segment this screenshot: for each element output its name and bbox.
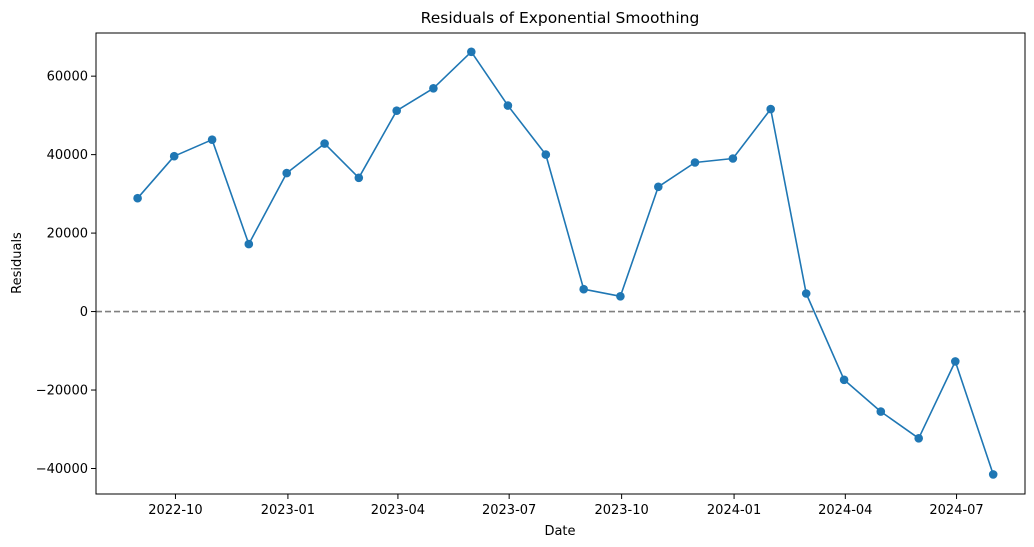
residuals-series-line [136,50,994,475]
data-point [728,154,738,163]
x-axis: 2022-10 2023-01 2023-04 2023-07 2023-10 2024-… [148,494,984,518]
x-tick-label: 2023-04 [371,503,425,518]
data-point [690,158,700,167]
x-axis-title: Date [544,524,575,539]
data-point [503,101,513,110]
x-tick-label: 2022-10 [148,503,202,518]
data-point [133,193,142,203]
data-point [876,407,886,416]
data-point [914,434,923,443]
data-point [354,173,364,183]
data-point [988,470,998,479]
y-tick-label: −40000 [36,462,88,477]
data-point [541,150,551,159]
data-point [616,292,625,301]
y-tick-label: 40000 [47,148,88,163]
y-tick-label: −20000 [36,384,88,399]
plot-area [96,47,1025,479]
data-point [801,289,811,298]
x-tick-label: 2023-07 [482,503,536,518]
y-tick-label: 20000 [47,227,88,242]
data-point [244,239,254,249]
y-tick-label: 0 [80,305,88,320]
data-point [579,284,588,294]
plot-frame [95,32,1026,495]
chart-title: Residuals of Exponential Smoothing [421,9,700,27]
y-axis: −40000 −20000 0 20000 40000 60000 [36,70,96,477]
data-point [207,135,217,144]
data-point [839,375,849,385]
data-point [320,139,329,148]
x-tick-label: 2023-01 [261,503,315,518]
y-tick-label: 60000 [47,70,88,85]
data-point [169,151,179,161]
data-point [429,84,438,93]
data-point [467,47,476,57]
data-point [282,168,292,178]
x-tick-label: 2024-07 [929,503,983,518]
data-point [392,106,402,115]
data-point [766,104,775,114]
data-point [654,182,663,192]
y-axis-title: Residuals [10,232,25,294]
x-tick-label: 2024-04 [818,503,872,518]
x-tick-label: 2023-10 [594,503,648,518]
data-point [951,357,960,366]
x-tick-label: 2024-01 [707,503,761,518]
